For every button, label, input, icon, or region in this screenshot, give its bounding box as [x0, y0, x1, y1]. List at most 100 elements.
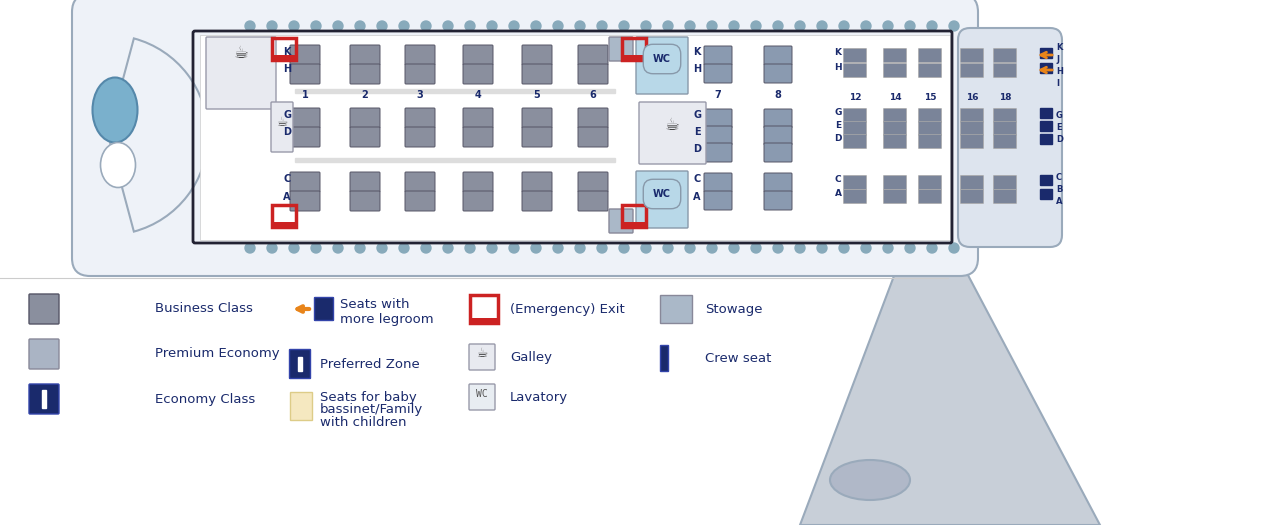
FancyBboxPatch shape	[578, 127, 608, 147]
FancyBboxPatch shape	[704, 109, 732, 128]
Text: (Emergency) Exit: (Emergency) Exit	[509, 302, 624, 316]
Circle shape	[884, 243, 892, 253]
FancyBboxPatch shape	[72, 0, 978, 276]
FancyBboxPatch shape	[958, 28, 1062, 247]
Text: Seats for baby: Seats for baby	[320, 392, 417, 404]
FancyBboxPatch shape	[469, 384, 495, 410]
FancyBboxPatch shape	[404, 108, 435, 128]
Circle shape	[619, 21, 629, 31]
Text: A: A	[1055, 197, 1063, 206]
Circle shape	[619, 243, 629, 253]
FancyBboxPatch shape	[29, 339, 59, 369]
Bar	[200, 35, 951, 240]
FancyBboxPatch shape	[578, 45, 608, 65]
Text: 16: 16	[966, 93, 978, 102]
FancyBboxPatch shape	[843, 109, 867, 122]
FancyBboxPatch shape	[919, 175, 942, 190]
FancyBboxPatch shape	[704, 173, 732, 192]
Text: 5: 5	[533, 90, 541, 100]
Bar	[622, 55, 646, 60]
Circle shape	[377, 243, 387, 253]
FancyBboxPatch shape	[522, 127, 552, 147]
Circle shape	[355, 21, 365, 31]
Bar	[42, 390, 46, 408]
Text: K: K	[283, 47, 291, 57]
Text: G: G	[1055, 111, 1063, 120]
Bar	[470, 318, 498, 323]
Text: ☕: ☕	[477, 347, 488, 360]
FancyBboxPatch shape	[884, 190, 906, 204]
FancyBboxPatch shape	[522, 191, 552, 211]
Text: 15: 15	[924, 93, 937, 102]
Text: 4: 4	[474, 90, 482, 100]
FancyBboxPatch shape	[636, 37, 688, 94]
FancyBboxPatch shape	[763, 173, 793, 192]
Circle shape	[554, 21, 562, 31]
Circle shape	[707, 21, 717, 31]
Text: C: C	[283, 174, 291, 184]
Circle shape	[861, 243, 871, 253]
Text: D: D	[834, 134, 842, 143]
Circle shape	[664, 21, 672, 31]
Text: ☕: ☕	[277, 116, 288, 129]
Text: Lavatory: Lavatory	[509, 391, 568, 404]
Bar	[660, 345, 667, 371]
FancyBboxPatch shape	[289, 64, 320, 84]
Circle shape	[245, 21, 255, 31]
FancyBboxPatch shape	[578, 191, 608, 211]
Circle shape	[774, 243, 782, 253]
Text: WC: WC	[477, 389, 488, 399]
Circle shape	[267, 243, 277, 253]
Text: bassinet/Family: bassinet/Family	[320, 404, 423, 416]
FancyBboxPatch shape	[463, 191, 493, 211]
Circle shape	[399, 243, 410, 253]
Text: K: K	[834, 48, 842, 57]
Text: G: G	[834, 108, 842, 117]
FancyBboxPatch shape	[961, 109, 983, 122]
FancyBboxPatch shape	[843, 121, 867, 135]
Circle shape	[949, 243, 959, 253]
Text: E: E	[694, 127, 700, 137]
FancyBboxPatch shape	[961, 175, 983, 190]
Circle shape	[927, 21, 937, 31]
FancyBboxPatch shape	[843, 134, 867, 149]
Text: D: D	[693, 144, 702, 154]
FancyBboxPatch shape	[315, 298, 334, 320]
Bar	[1040, 48, 1052, 58]
FancyBboxPatch shape	[704, 191, 732, 210]
Text: H: H	[1055, 67, 1063, 76]
Bar	[1040, 108, 1052, 118]
Text: E: E	[836, 121, 841, 130]
Text: 8: 8	[775, 90, 781, 100]
Text: Stowage: Stowage	[705, 302, 762, 316]
Text: K: K	[693, 47, 700, 57]
FancyBboxPatch shape	[522, 108, 552, 128]
Circle shape	[332, 243, 343, 253]
FancyBboxPatch shape	[994, 64, 1016, 78]
Circle shape	[641, 243, 651, 253]
Circle shape	[905, 21, 915, 31]
Polygon shape	[800, 260, 1100, 525]
FancyBboxPatch shape	[994, 109, 1016, 122]
FancyBboxPatch shape	[609, 37, 633, 61]
Text: 6: 6	[589, 90, 597, 100]
Text: 2: 2	[362, 90, 368, 100]
Circle shape	[751, 243, 761, 253]
Text: J: J	[1055, 55, 1059, 64]
FancyBboxPatch shape	[704, 126, 732, 145]
FancyBboxPatch shape	[884, 109, 906, 122]
Circle shape	[949, 21, 959, 31]
FancyBboxPatch shape	[404, 64, 435, 84]
FancyBboxPatch shape	[289, 191, 320, 211]
FancyBboxPatch shape	[961, 48, 983, 62]
Bar	[1040, 189, 1052, 199]
Text: WC: WC	[653, 189, 671, 199]
FancyBboxPatch shape	[763, 143, 793, 162]
Text: Galley: Galley	[509, 351, 552, 363]
Circle shape	[905, 243, 915, 253]
FancyBboxPatch shape	[350, 45, 380, 65]
Circle shape	[311, 243, 321, 253]
Bar	[1040, 121, 1052, 131]
FancyBboxPatch shape	[522, 45, 552, 65]
FancyBboxPatch shape	[463, 108, 493, 128]
